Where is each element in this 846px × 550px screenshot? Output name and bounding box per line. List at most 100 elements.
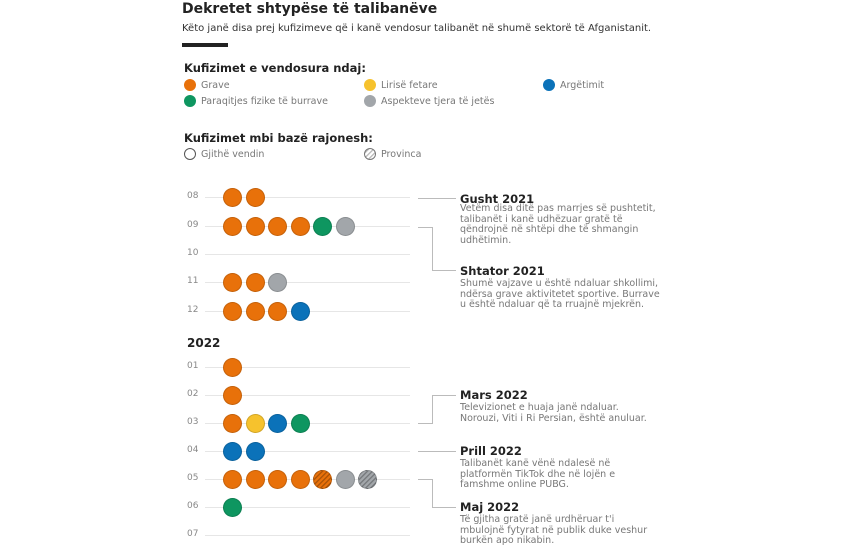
- connector-line: [432, 507, 456, 508]
- gridline: [205, 282, 410, 283]
- gray-dot-icon: [364, 95, 376, 107]
- month-label: 09: [187, 220, 199, 230]
- gridline: [205, 254, 410, 255]
- restriction-dot-grave: [223, 470, 242, 489]
- page-subtitle: Këto janë disa prej kufizimeve që i kanë…: [182, 23, 652, 34]
- gridline: [205, 197, 410, 198]
- annotation-text: Talibanët kanë vënë ndalesë në platformë…: [460, 458, 616, 490]
- connector-line: [432, 227, 433, 271]
- month-label: 10: [187, 248, 199, 258]
- gridline: [205, 507, 410, 508]
- restriction-dot-tjera: [335, 470, 355, 489]
- restriction-dot-grave: [223, 188, 242, 207]
- legend-item-province: Provinca: [364, 148, 421, 160]
- gridline: [205, 451, 410, 452]
- month-label: 06: [187, 501, 199, 511]
- legend-title: Kufizimet e vendosura ndaj:: [184, 61, 366, 75]
- connector-line: [418, 423, 433, 424]
- connector-line: [432, 270, 456, 271]
- legend-item-burra: Paraqitjes fizike të burrave: [184, 95, 328, 107]
- legend-item-whole-country: Gjithë vendin: [184, 148, 264, 160]
- restriction-dot-grave: [245, 217, 265, 236]
- restriction-dot-tjera-province: [358, 470, 377, 489]
- annotation-title: Shtator 2021: [460, 264, 545, 278]
- legend-label: Aspekteve tjera të jetës: [381, 95, 495, 107]
- restriction-dot-grave: [290, 217, 310, 236]
- restriction-dot-grave: [223, 414, 242, 433]
- month-label: 12: [187, 305, 199, 315]
- restriction-dot-burra: [313, 217, 332, 236]
- annotation-title: Gusht 2021: [460, 192, 535, 206]
- legend-label: Gjithë vendin: [201, 148, 265, 160]
- legend-item-fetare: Lirisë fetare: [364, 79, 438, 91]
- month-label: 04: [187, 445, 199, 455]
- annotation-title: Mars 2022: [460, 388, 528, 402]
- legend-item-argetim: Argëtimit: [543, 79, 604, 91]
- connector-line: [418, 198, 456, 199]
- empty-circle-icon: [184, 148, 196, 160]
- restriction-dot-grave: [223, 217, 242, 236]
- region-legend-title: Kufizimet mbi bazë rajonesh:: [184, 131, 373, 145]
- month-label: 02: [187, 389, 199, 399]
- restriction-dot-argetim: [290, 302, 310, 321]
- month-label: 07: [187, 529, 199, 539]
- legend-item-grave: Grave: [184, 79, 230, 91]
- connector-line: [418, 479, 433, 480]
- annotation-title: Maj 2022: [460, 500, 520, 514]
- restriction-dot-argetim: [245, 442, 265, 461]
- restriction-dot-grave: [223, 386, 242, 405]
- hatched-circle-icon: [364, 148, 376, 160]
- gridline: [205, 367, 410, 368]
- title-divider: [182, 43, 228, 47]
- restriction-dot-grave: [245, 188, 265, 207]
- month-label: 01: [187, 361, 199, 371]
- restriction-dot-fetare: [245, 414, 265, 433]
- restriction-dot-grave: [245, 302, 265, 321]
- restriction-dot-grave: [268, 217, 287, 236]
- green-dot-icon: [184, 95, 196, 107]
- restriction-dot-burra: [290, 414, 310, 433]
- restriction-dot-tjera: [268, 273, 287, 292]
- restriction-dot-grave: [268, 302, 287, 321]
- annotation-text: Televizionet e huaja janë ndaluar. Norou…: [460, 402, 647, 424]
- restriction-dot-grave-province: [313, 470, 332, 489]
- connector-line: [432, 395, 456, 396]
- restriction-dot-argetim: [223, 442, 242, 461]
- restriction-dot-grave: [268, 470, 287, 489]
- restriction-dot-grave: [245, 273, 265, 292]
- restriction-dot-grave: [223, 302, 242, 321]
- restriction-dot-tjera: [335, 217, 355, 236]
- legend-label: Provinca: [381, 148, 422, 160]
- restriction-dot-grave: [223, 273, 242, 292]
- year-label: 2022: [187, 336, 221, 350]
- annotation-title: Prill 2022: [460, 444, 522, 458]
- connector-line: [418, 451, 456, 452]
- restriction-dot-argetim: [268, 414, 287, 433]
- legend-label: Argëtimit: [560, 79, 605, 91]
- connector-line: [432, 395, 433, 424]
- legend-label: Paraqitjes fizike të burrave: [201, 95, 328, 107]
- legend-label: Lirisë fetare: [381, 79, 438, 91]
- yellow-dot-icon: [364, 79, 376, 91]
- connector-line: [432, 479, 433, 508]
- restriction-dot-grave: [223, 358, 242, 377]
- gridline: [205, 535, 410, 536]
- annotation-text: Shumë vajzave u është ndaluar shkollimi,…: [460, 278, 660, 310]
- month-label: 03: [187, 417, 199, 427]
- restriction-dot-grave: [245, 470, 265, 489]
- month-label: 08: [187, 191, 199, 201]
- gridline: [205, 395, 410, 396]
- connector-line: [418, 227, 433, 228]
- annotation-text: Vetëm disa ditë pas marrjes së pushtetit…: [460, 203, 656, 246]
- orange-dot-icon: [184, 79, 196, 91]
- page-title: Dekretet shtypëse të talibanëve: [182, 1, 438, 17]
- annotation-text: Të gjitha gratë janë urdhëruar t'i mbulo…: [460, 514, 648, 546]
- blue-dot-icon: [543, 79, 555, 91]
- legend-label: Grave: [201, 79, 230, 91]
- legend-item-tjera: Aspekteve tjera të jetës: [364, 95, 494, 107]
- month-label: 11: [187, 276, 199, 286]
- restriction-dot-burra: [223, 498, 242, 517]
- month-label: 05: [187, 473, 199, 483]
- restriction-dot-grave: [290, 470, 310, 489]
